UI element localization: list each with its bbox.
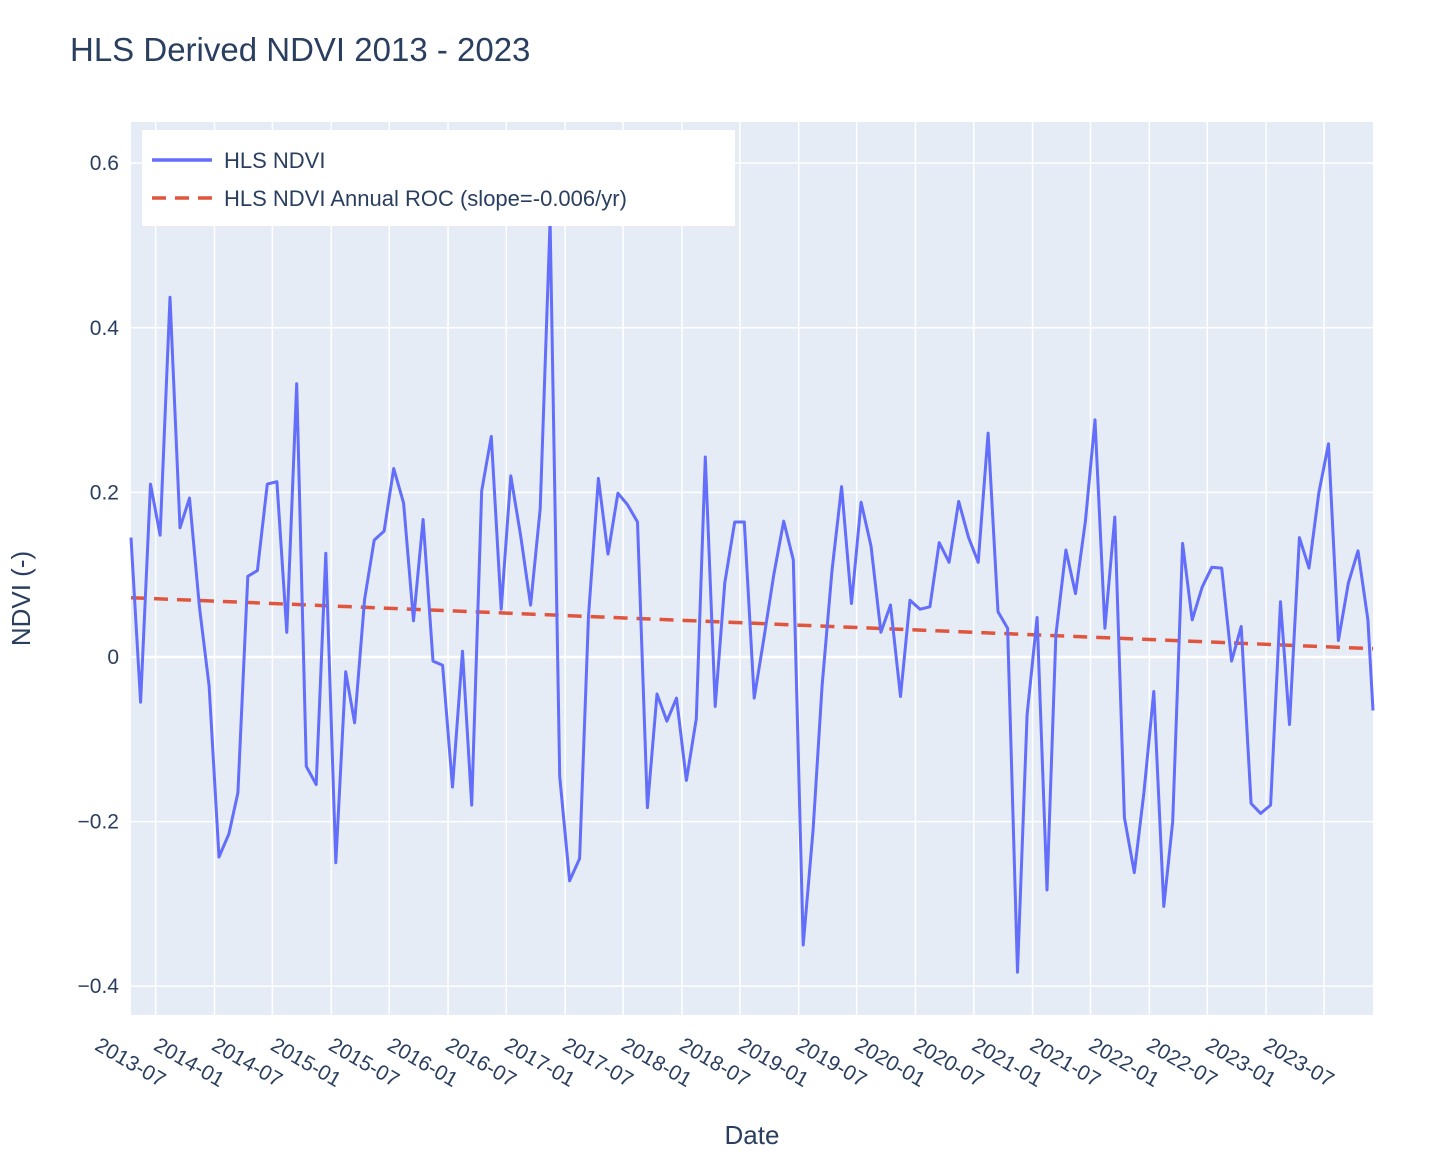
ndvi-line (129, 219, 1375, 974)
x-axis-title: Date (725, 1120, 780, 1150)
trend-line (130, 595, 1374, 651)
y-axis-title: NDVI (-) (6, 551, 36, 646)
y-tick-label: 0.2 (90, 481, 119, 504)
x-axis-ticks: 2013-072014-012014-072015-012015-072016-… (91, 1033, 1338, 1091)
y-tick-label: 0 (107, 646, 119, 669)
series-layer (129, 219, 1375, 974)
plot-area[interactable] (131, 122, 1373, 1015)
x-gridlines (154, 122, 1325, 1015)
legend-label: HLS NDVI (224, 148, 325, 173)
y-axis-ticks: 0.6 0.4 0.2 0 −0.2 −0.4 (78, 152, 120, 998)
legend-label: HLS NDVI Annual ROC (slope=-0.006/yr) (224, 186, 627, 211)
y-tick-label: 0.4 (90, 317, 120, 340)
y-tick-label: −0.4 (78, 975, 120, 998)
y-tick-label: −0.2 (78, 811, 119, 834)
legend-box (142, 130, 735, 226)
chart-title: HLS Derived NDVI 2013 - 2023 (70, 31, 530, 68)
y-tick-label: 0.6 (90, 152, 119, 175)
legend[interactable]: HLS NDVI HLS NDVI Annual ROC (slope=-0.00… (142, 130, 735, 226)
